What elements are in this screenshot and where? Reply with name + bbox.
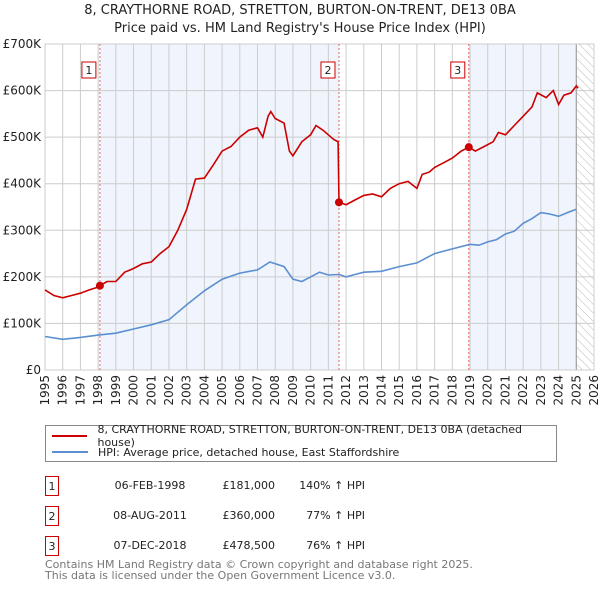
x-tick-label: 2002 — [162, 375, 176, 406]
x-tick-label: 2020 — [481, 375, 495, 406]
legend: 8, CRAYTHORNE ROAD, STRETTON, BURTON-ON-… — [45, 423, 557, 462]
y-tick-label: £700K — [3, 37, 43, 51]
shaded-period — [468, 44, 577, 370]
y-tick-label: £100K — [3, 316, 43, 330]
legend-item-hpi: HPI: Average price, detached house, East… — [52, 444, 399, 460]
shaded-period — [99, 44, 339, 370]
sale-row: 2 08-AUG-2011 £360,000 77% ↑ HPI — [45, 506, 445, 526]
sale-hpi-diff: 140% ↑ HPI — [299, 479, 365, 492]
x-tick-label: 1998 — [91, 375, 105, 406]
sale-marker-badge: 1 — [45, 476, 59, 496]
sale-label-number: 3 — [454, 64, 461, 77]
y-tick-label: £200K — [3, 270, 43, 284]
chart-title: 8, CRAYTHORNE ROAD, STRETTON, BURTON-ON-… — [0, 2, 600, 38]
title-address: 8, CRAYTHORNE ROAD, STRETTON, BURTON-ON-… — [84, 3, 516, 18]
sale-label-number: 1 — [85, 64, 92, 77]
sale-hpi-diff: 77% ↑ HPI — [306, 509, 365, 522]
sale-point — [334, 198, 343, 207]
x-tick-label: 2003 — [180, 375, 194, 406]
x-tick-label: 2005 — [215, 375, 229, 406]
sale-label-box — [320, 61, 336, 79]
x-tick-label: 2004 — [197, 375, 211, 406]
x-tick-label: 2001 — [144, 375, 158, 406]
sale-marker-badge: 2 — [45, 506, 59, 526]
y-tick-label: £300K — [3, 223, 43, 237]
sale-row: 1 06-FEB-1998 £181,000 140% ↑ HPI — [45, 476, 445, 496]
y-tick-label: £500K — [3, 130, 43, 144]
legend-label: 8, CRAYTHORNE ROAD, STRETTON, BURTON-ON-… — [97, 423, 522, 449]
hpi-line — [44, 208, 577, 341]
forecast-hatch — [576, 44, 594, 370]
sale-marker-badge: 3 — [45, 536, 59, 556]
x-tick-label: 2022 — [516, 375, 530, 406]
sale-row: 3 07-DEC-2018 £478,500 76% ↑ HPI — [45, 536, 445, 556]
x-tick-label: 2016 — [410, 375, 424, 406]
x-tick-label: 2012 — [339, 375, 353, 406]
x-tick-label: 2010 — [304, 375, 318, 406]
sale-point — [95, 281, 104, 290]
legend-label: HPI: Average price, detached house, East… — [98, 445, 400, 459]
footer: Contains HM Land Registry data © Crown c… — [45, 559, 473, 581]
x-tick-label: 1999 — [109, 375, 123, 406]
x-tick-label: 2008 — [268, 375, 282, 406]
sale-date: 08-AUG-2011 — [113, 509, 187, 522]
price-chart: 1995 1996 1997 1998 1999 2000 2001 2002 2003 2004… — [3, 37, 600, 406]
x-tick-label: 2013 — [357, 375, 371, 406]
x-tick-label: 2023 — [534, 375, 548, 406]
legend-item-property: 8, CRAYTHORNE ROAD, STRETTON, BURTON-ON-… — [52, 423, 556, 449]
x-tick-label: 2024 — [552, 375, 566, 406]
x-tick-label: 2015 — [392, 375, 406, 406]
x-tick-label: 2018 — [445, 375, 459, 406]
x-tick-label: 2000 — [127, 375, 141, 406]
footer-licence: This data is licensed under the Open Gov… — [45, 569, 396, 582]
sale-hpi-diff: 76% ↑ HPI — [306, 539, 365, 552]
sale-price: £478,500 — [222, 539, 276, 552]
x-tick-label: 2011 — [321, 375, 335, 406]
sale-point — [464, 143, 473, 152]
x-tick-label: 2009 — [286, 375, 300, 406]
plot-border — [44, 43, 595, 371]
x-tick-label: 1995 — [38, 375, 52, 406]
x-tick-label: 2017 — [428, 375, 442, 406]
y-tick-label: £400K — [3, 177, 43, 191]
sale-label-number: 2 — [324, 64, 331, 77]
sale-label-box — [81, 61, 97, 79]
sale-label-box — [450, 61, 466, 79]
x-tick-label: 2026 — [587, 375, 600, 406]
x-tick-label: 1996 — [56, 375, 70, 406]
sale-date: 07-DEC-2018 — [113, 539, 187, 552]
y-tick-label: £0 — [26, 363, 41, 377]
x-tick-label: 2007 — [251, 375, 265, 406]
legend-swatch-red — [52, 435, 88, 437]
x-tick-label: 2006 — [233, 375, 247, 406]
x-tick-label: 2019 — [463, 375, 477, 406]
sale-price: £360,000 — [222, 509, 276, 522]
y-tick-label: £600K — [3, 84, 43, 98]
footer-copyright: Contains HM Land Registry data © Crown c… — [45, 558, 473, 571]
sale-price: £181,000 — [222, 479, 276, 492]
x-tick-label: 1997 — [73, 375, 87, 406]
title-subtitle: Price paid vs. HM Land Registry's House … — [114, 21, 486, 36]
x-tick-label: 2025 — [569, 375, 583, 406]
legend-swatch-blue — [52, 451, 88, 453]
sale-date: 06-FEB-1998 — [114, 479, 186, 492]
property-price-line — [44, 84, 579, 299]
x-tick-label: 2014 — [374, 375, 388, 406]
x-tick-label: 2021 — [498, 375, 512, 406]
